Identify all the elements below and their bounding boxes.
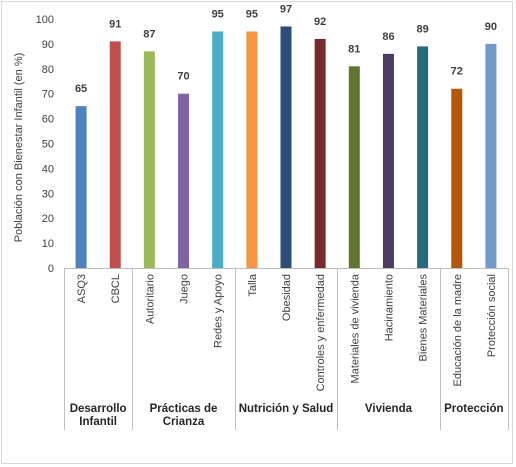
data-label: 87 — [143, 28, 155, 40]
data-label: 81 — [348, 43, 360, 55]
data-label: 97 — [280, 3, 292, 15]
bar-9 — [348, 66, 360, 268]
category-label: CBCL — [110, 274, 122, 303]
y-tick-label: 70 — [42, 89, 54, 101]
y-axis-title: Población con Bienestar Infantil (en %) — [13, 53, 25, 243]
bar-1 — [75, 106, 87, 269]
y-tick-label: 0 — [48, 263, 54, 275]
category-label: Autoritario — [144, 274, 156, 324]
y-tick-label: 80 — [42, 64, 54, 76]
data-label: 91 — [109, 18, 121, 30]
data-label: 72 — [451, 66, 463, 78]
category-label: Controles y enfermedad — [315, 274, 327, 391]
data-label: 95 — [212, 8, 224, 20]
y-tick-label: 60 — [42, 114, 54, 126]
bar-7 — [280, 26, 292, 268]
bar-8 — [314, 38, 326, 268]
y-tick-label: 90 — [42, 39, 54, 51]
group-label: Vivienda — [365, 403, 413, 415]
category-label: Educación de la madre — [452, 274, 464, 387]
category-label: Materiales de vivienda — [349, 273, 361, 383]
data-label: 65 — [75, 83, 87, 95]
data-label: 70 — [177, 71, 189, 83]
data-label: 92 — [314, 16, 326, 28]
data-label: 95 — [246, 8, 258, 20]
bar-12 — [451, 88, 463, 268]
category-label: Hacinamiento — [383, 274, 395, 341]
bar-10 — [382, 53, 394, 268]
bar-6 — [246, 31, 258, 269]
group-label: Crianza — [163, 416, 205, 428]
bar-4 — [178, 93, 190, 268]
category-label: Redes y Apoyo — [213, 274, 225, 348]
category-label: Bienes Materiales — [418, 274, 430, 362]
data-label: 86 — [382, 31, 394, 43]
bar-11 — [417, 46, 429, 268]
category-label: Juego — [179, 274, 191, 304]
group-label: Desarrollo — [70, 403, 127, 415]
y-tick-label: 100 — [36, 14, 54, 26]
bar-5 — [212, 31, 224, 269]
y-tick-label: 20 — [42, 213, 54, 225]
category-label: Talla — [247, 273, 259, 297]
y-tick-label: 30 — [42, 188, 54, 200]
group-label: Nutrición y Salud — [239, 403, 334, 415]
group-label: Prácticas de — [150, 403, 218, 415]
bar-3 — [143, 51, 155, 269]
data-label: 89 — [416, 23, 428, 35]
bar-13 — [485, 43, 497, 269]
group-label: Infantil — [79, 416, 117, 428]
bar-2 — [109, 41, 121, 268]
y-tick-label: 50 — [42, 139, 54, 151]
category-label: ASQ3 — [76, 274, 88, 303]
category-label: Protección social — [486, 274, 498, 357]
y-tick-label: 40 — [42, 163, 54, 175]
y-tick-label: 10 — [42, 238, 54, 250]
group-label: Protección — [444, 403, 503, 415]
data-label: 90 — [485, 21, 497, 33]
category-label: Obesidad — [281, 274, 293, 321]
